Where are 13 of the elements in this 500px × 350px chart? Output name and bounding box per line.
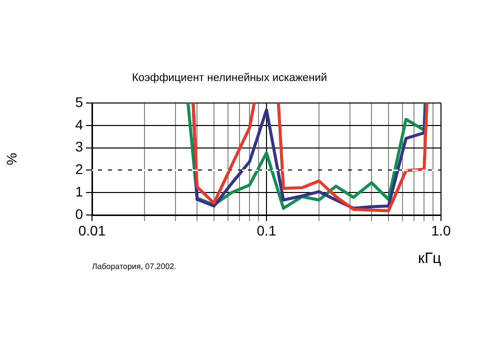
y-tick-label: 5 [75,94,84,110]
chart-title: Коэффициент нелинейных искажений [132,72,328,84]
x-tick-label: 0.01 [78,222,106,238]
y-tick-label: 0 [75,206,84,222]
x-tick-label: 0.1 [256,222,276,238]
y-axis-title: % [3,152,20,166]
x-axis-title: кГц [418,250,442,267]
x-tick-label: 1.0 [431,222,451,238]
text: Лаборатория, 07.2002. [92,262,176,271]
y-tick-label: 1 [75,183,84,200]
y-tick-label: 2 [75,161,84,178]
y-tick-label: 4 [75,116,84,132]
y-tick-label: 3 [75,138,84,155]
